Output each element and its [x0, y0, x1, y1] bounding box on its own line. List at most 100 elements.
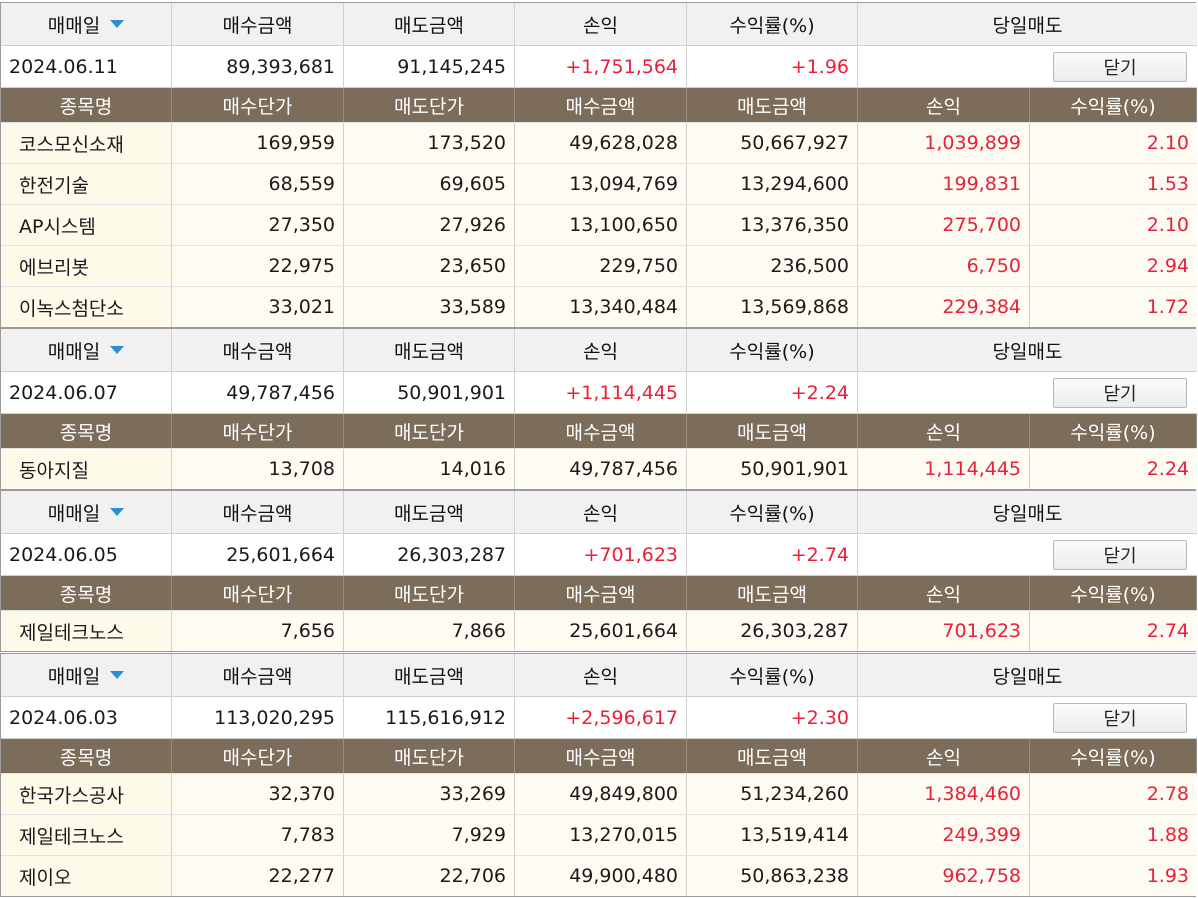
return-rate-header: 수익률(%)	[687, 329, 858, 371]
profit: 229,384	[858, 287, 1030, 327]
stock-name-header: 종목명	[1, 88, 172, 122]
return-rate-header: 수익률(%)	[687, 3, 858, 45]
stock-row[interactable]: 제이오 22,277 22,706 49,900,480 50,863,238 962,7…	[1, 855, 1197, 896]
sell-price: 173,520	[344, 123, 515, 163]
stock-row[interactable]: 한국가스공사 32,370 33,269 49,849,800 51,234,260 1,…	[1, 773, 1197, 814]
profit: 249,399	[858, 815, 1030, 855]
buy-price: 169,959	[172, 123, 344, 163]
buy-amount-header: 매수금액	[515, 576, 687, 610]
summary-values-row: 2024.06.05 25,601,664 26,303,287 +701,623 +2…	[1, 534, 1197, 576]
sell-amount: 13,376,350	[687, 205, 858, 245]
trade-date-value: 2024.06.07	[1, 372, 172, 413]
stock-name[interactable]: 제일테크노스	[1, 611, 172, 651]
stock-row[interactable]: 한전기술 68,559 69,605 13,094,769 13,294,600 199,…	[1, 163, 1197, 204]
close-cell: 닫기	[858, 534, 1197, 575]
sell-amount-header: 매도금액	[687, 88, 858, 122]
buy-amount: 49,787,456	[515, 449, 687, 489]
stock-name[interactable]: 한국가스공사	[1, 774, 172, 814]
stock-column-header-row: 종목명 매수단가 매도단가 매수금액 매도금액 손익 수익률(%)	[1, 88, 1197, 122]
trade-group: 매매일 매수금액 매도금액 손익 수익률(%) 당일매도 2024.06.11 89,393,…	[0, 2, 1197, 328]
trade-date-label: 매매일	[47, 665, 101, 688]
day-sell-header: 당일매도	[992, 340, 1063, 363]
summary-header-row: 매매일 매수금액 매도금액 손익 수익률(%) 당일매도	[1, 491, 1197, 534]
sell-price: 14,016	[344, 449, 515, 489]
close-button[interactable]: 닫기	[1053, 539, 1187, 570]
sort-caret-down-icon[interactable]	[110, 508, 125, 516]
profit-header: 손익	[858, 739, 1030, 773]
close-button[interactable]: 닫기	[1053, 377, 1187, 408]
return-rate: 2.10	[1030, 205, 1197, 245]
total-buy-amount: 25,601,664	[172, 534, 344, 575]
buy-amount: 13,100,650	[515, 205, 687, 245]
stock-name[interactable]: 제일테크노스	[1, 815, 172, 855]
buy-price: 13,708	[172, 449, 344, 489]
close-button[interactable]: 닫기	[1053, 51, 1187, 82]
stock-column-header-row: 종목명 매수단가 매도단가 매수금액 매도금액 손익 수익률(%)	[1, 739, 1197, 773]
profit-header: 손익	[515, 654, 687, 696]
return-rate: 1.88	[1030, 815, 1197, 855]
profit-header: 손익	[515, 3, 687, 45]
total-profit: +701,623	[515, 534, 687, 575]
buy-amount: 229,750	[515, 246, 687, 286]
profit: 1,039,899	[858, 123, 1030, 163]
trade-date-sort-header[interactable]: 매매일	[1, 654, 172, 696]
sell-price: 7,929	[344, 815, 515, 855]
stock-name[interactable]: 에브리봇	[1, 246, 172, 286]
stock-row[interactable]: 제일테크노스 7,656 7,866 25,601,664 26,303,287 701,…	[1, 610, 1197, 651]
stock-name[interactable]: 코스모신소재	[1, 123, 172, 163]
buy-amount-header: 매수금액	[172, 3, 344, 45]
trade-date-label: 매매일	[47, 502, 101, 525]
sort-caret-down-icon[interactable]	[110, 20, 125, 28]
buy-price: 27,350	[172, 205, 344, 245]
stock-row[interactable]: 에브리봇 22,975 23,650 229,750 236,500 6,750 2.94	[1, 245, 1197, 286]
stock-name-header: 종목명	[1, 739, 172, 773]
stock-name[interactable]: AP시스템	[1, 205, 172, 245]
profit: 1,384,460	[858, 774, 1030, 814]
sell-price: 7,866	[344, 611, 515, 651]
sort-caret-down-icon[interactable]	[110, 671, 125, 679]
close-cell: 닫기	[858, 372, 1197, 413]
day-sell-header: 당일매도	[992, 14, 1063, 37]
trade-date-sort-header[interactable]: 매매일	[1, 491, 172, 533]
sell-amount: 50,667,927	[687, 123, 858, 163]
stock-name-header: 종목명	[1, 414, 172, 448]
stock-name[interactable]: 동아지질	[1, 449, 172, 489]
trade-date-sort-header[interactable]: 매매일	[1, 329, 172, 371]
stock-name[interactable]: 한전기술	[1, 164, 172, 204]
sell-price-header: 매도단가	[344, 576, 515, 610]
trade-date-value: 2024.06.11	[1, 46, 172, 87]
profit: 701,623	[858, 611, 1030, 651]
profit: 6,750	[858, 246, 1030, 286]
sell-price: 33,269	[344, 774, 515, 814]
stock-row[interactable]: 이녹스첨단소 33,021 33,589 13,340,484 13,569,868 22…	[1, 286, 1197, 327]
profit: 275,700	[858, 205, 1030, 245]
profit-header: 손익	[515, 491, 687, 533]
sort-caret-down-icon[interactable]	[110, 346, 125, 354]
total-return-rate: +2.30	[687, 697, 858, 738]
close-button[interactable]: 닫기	[1053, 702, 1187, 733]
stock-name[interactable]: 제이오	[1, 856, 172, 896]
sell-amount-header: 매도금액	[687, 739, 858, 773]
total-profit: +1,751,564	[515, 46, 687, 87]
sell-amount: 50,901,901	[687, 449, 858, 489]
trade-group: 매매일 매수금액 매도금액 손익 수익률(%) 당일매도 2024.06.03 113,020…	[0, 653, 1197, 897]
profit-header: 손익	[515, 329, 687, 371]
stock-row[interactable]: 코스모신소재 169,959 173,520 49,628,028 50,667,927…	[1, 122, 1197, 163]
total-sell-amount: 26,303,287	[344, 534, 515, 575]
sell-amount-header: 매도금액	[344, 3, 515, 45]
return-rate: 2.74	[1030, 611, 1197, 651]
buy-amount-header: 매수금액	[172, 654, 344, 696]
trade-date-sort-header[interactable]: 매매일	[1, 3, 172, 45]
stock-row[interactable]: 동아지질 13,708 14,016 49,787,456 50,901,901 1,11…	[1, 448, 1197, 489]
buy-price: 32,370	[172, 774, 344, 814]
buy-price: 68,559	[172, 164, 344, 204]
stock-row[interactable]: AP시스템 27,350 27,926 13,100,650 13,376,350 275…	[1, 204, 1197, 245]
return-rate: 1.93	[1030, 856, 1197, 896]
stock-name[interactable]: 이녹스첨단소	[1, 287, 172, 327]
summary-header-row: 매매일 매수금액 매도금액 손익 수익률(%) 당일매도	[1, 329, 1197, 372]
sell-amount: 51,234,260	[687, 774, 858, 814]
sell-amount-header: 매도금액	[344, 654, 515, 696]
buy-price-header: 매수단가	[172, 88, 344, 122]
stock-row[interactable]: 제일테크노스 7,783 7,929 13,270,015 13,519,414 249,…	[1, 814, 1197, 855]
sell-price: 27,926	[344, 205, 515, 245]
